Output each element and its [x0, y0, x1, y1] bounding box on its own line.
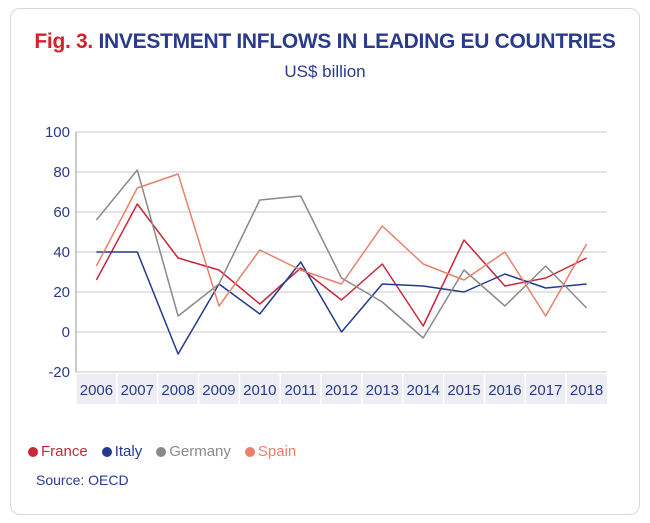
- x-tick-label: 2012: [325, 382, 358, 399]
- legend-item-italy: Italy: [101, 443, 143, 460]
- series-line-spain: [95, 173, 588, 317]
- y-tick-label: 80: [53, 164, 70, 181]
- y-tick-label: 0: [62, 324, 70, 341]
- x-tick-label: 2018: [570, 382, 603, 399]
- x-tick-label: 2008: [161, 382, 194, 399]
- x-tick-label: 2016: [488, 382, 521, 399]
- y-tick-label: 40: [53, 244, 70, 261]
- legend-label: Spain: [257, 443, 297, 460]
- chart-frame: [10, 8, 640, 515]
- chart-subtitle: US$ billion: [284, 62, 366, 81]
- title-text: INVESTMENT INFLOWS IN LEADING EU COUNTRI…: [98, 30, 616, 53]
- series-line-france: [95, 203, 587, 327]
- y-tick-label: -20: [48, 364, 70, 381]
- source-note: Source: OECD: [36, 472, 129, 488]
- legend-item-germany: Germany: [156, 443, 231, 460]
- y-tick-label: 100: [45, 124, 70, 141]
- x-tick-label: 2009: [202, 382, 235, 399]
- x-tick-label: 2007: [121, 382, 154, 399]
- chart-title: Fig. 3. INVESTMENT INFLOWS IN LEADING EU…: [0, 30, 650, 54]
- x-tick-label: 2014: [407, 382, 440, 399]
- legend-label: Italy: [114, 443, 143, 460]
- legend-marker: [101, 446, 112, 457]
- series-line-germany: [95, 169, 588, 339]
- x-tick-label: 2013: [366, 382, 399, 399]
- x-tick-label: 2010: [243, 382, 276, 399]
- series-line-italy: [96, 251, 587, 355]
- legend-marker: [28, 446, 38, 457]
- x-tick-label: 2017: [529, 382, 562, 399]
- x-tick-label: 2015: [447, 382, 480, 399]
- line-chart: -20 0 20 40 60 80 100 2006 2007 2008 2009 2010 2011 2…: [45, 124, 607, 404]
- legend-item-spain: Spain: [244, 443, 297, 460]
- x-axis-band: [76, 374, 607, 404]
- x-tick-label: 2011: [285, 382, 317, 399]
- legend-item-france: France: [28, 443, 88, 460]
- legend: France Italy Germany Spain: [28, 443, 296, 460]
- y-tick-label: 20: [53, 284, 70, 301]
- legend-label: France: [41, 443, 88, 460]
- legend-label: Germany: [169, 443, 231, 460]
- y-tick-label: 60: [53, 204, 70, 221]
- figure-label: Fig. 3.: [34, 30, 93, 53]
- legend-marker: [156, 446, 167, 457]
- legend-marker: [244, 446, 255, 457]
- x-tick-label: 2006: [80, 382, 113, 399]
